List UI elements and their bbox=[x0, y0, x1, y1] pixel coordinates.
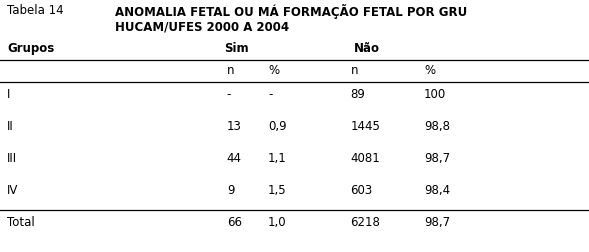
Text: I: I bbox=[7, 88, 11, 101]
Text: Sim: Sim bbox=[224, 42, 249, 55]
Text: %: % bbox=[424, 64, 435, 77]
Text: Grupos: Grupos bbox=[7, 42, 54, 55]
Text: 98,4: 98,4 bbox=[424, 184, 450, 197]
Text: 98,8: 98,8 bbox=[424, 120, 450, 133]
Text: II: II bbox=[7, 120, 14, 133]
Text: 89: 89 bbox=[350, 88, 365, 101]
Text: 100: 100 bbox=[424, 88, 446, 101]
Text: 6218: 6218 bbox=[350, 216, 380, 229]
Text: 66: 66 bbox=[227, 216, 241, 229]
Text: Tabela 14: Tabela 14 bbox=[7, 4, 64, 17]
Text: 0,9: 0,9 bbox=[268, 120, 287, 133]
Text: 9: 9 bbox=[227, 184, 234, 197]
Text: 1,0: 1,0 bbox=[268, 216, 287, 229]
Text: 1,1: 1,1 bbox=[268, 152, 287, 165]
Text: 1,5: 1,5 bbox=[268, 184, 287, 197]
Text: %: % bbox=[268, 64, 279, 77]
Text: n: n bbox=[350, 64, 358, 77]
Text: Não: Não bbox=[353, 42, 379, 55]
Text: 1445: 1445 bbox=[350, 120, 380, 133]
Text: 98,7: 98,7 bbox=[424, 152, 450, 165]
Text: 4081: 4081 bbox=[350, 152, 380, 165]
Text: 98,7: 98,7 bbox=[424, 216, 450, 229]
Text: ANOMALIA FETAL OU MÁ FORMAÇÃO FETAL POR GRU
HUCAM/UFES 2000 A 2004: ANOMALIA FETAL OU MÁ FORMAÇÃO FETAL POR … bbox=[115, 4, 467, 34]
Text: 13: 13 bbox=[227, 120, 241, 133]
Text: -: - bbox=[268, 88, 272, 101]
Text: 603: 603 bbox=[350, 184, 373, 197]
Text: III: III bbox=[7, 152, 17, 165]
Text: IV: IV bbox=[7, 184, 18, 197]
Text: 44: 44 bbox=[227, 152, 241, 165]
Text: -: - bbox=[227, 88, 231, 101]
Text: Total: Total bbox=[7, 216, 35, 229]
Text: n: n bbox=[227, 64, 234, 77]
